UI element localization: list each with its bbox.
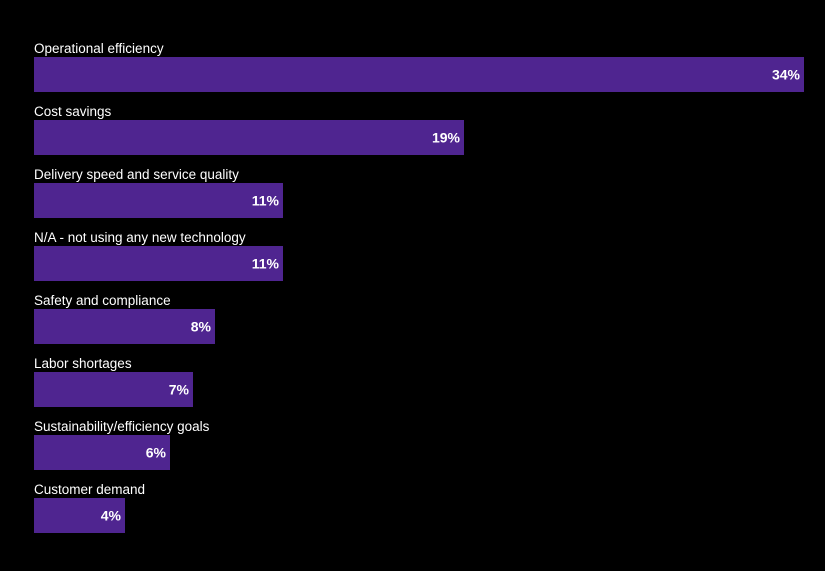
value-label: 8% (191, 319, 212, 335)
value-label: 34% (772, 67, 801, 83)
bars-group: Operational efficiency 34% Cost savings 19%… (34, 41, 804, 533)
bar (34, 435, 170, 470)
bar (34, 57, 804, 92)
category-label: Delivery speed and service quality (34, 167, 239, 182)
category-label: Sustainability/efficiency goals (34, 419, 210, 434)
bar (34, 498, 125, 533)
value-label: 11% (252, 193, 280, 209)
category-label: Operational efficiency (34, 41, 164, 56)
category-label: Safety and compliance (34, 293, 171, 308)
value-label: 19% (432, 130, 461, 146)
category-label: Customer demand (34, 482, 145, 497)
bar (34, 246, 283, 281)
bar (34, 183, 283, 218)
category-label: Cost savings (34, 104, 112, 119)
value-label: 6% (146, 445, 167, 461)
value-label: 11% (252, 256, 280, 272)
bar (34, 372, 193, 407)
value-label: 4% (101, 508, 122, 524)
bar (34, 309, 215, 344)
bar (34, 120, 464, 155)
category-label: Labor shortages (34, 356, 132, 371)
category-label: N/A - not using any new technology (34, 230, 246, 245)
value-label: 7% (169, 382, 190, 398)
